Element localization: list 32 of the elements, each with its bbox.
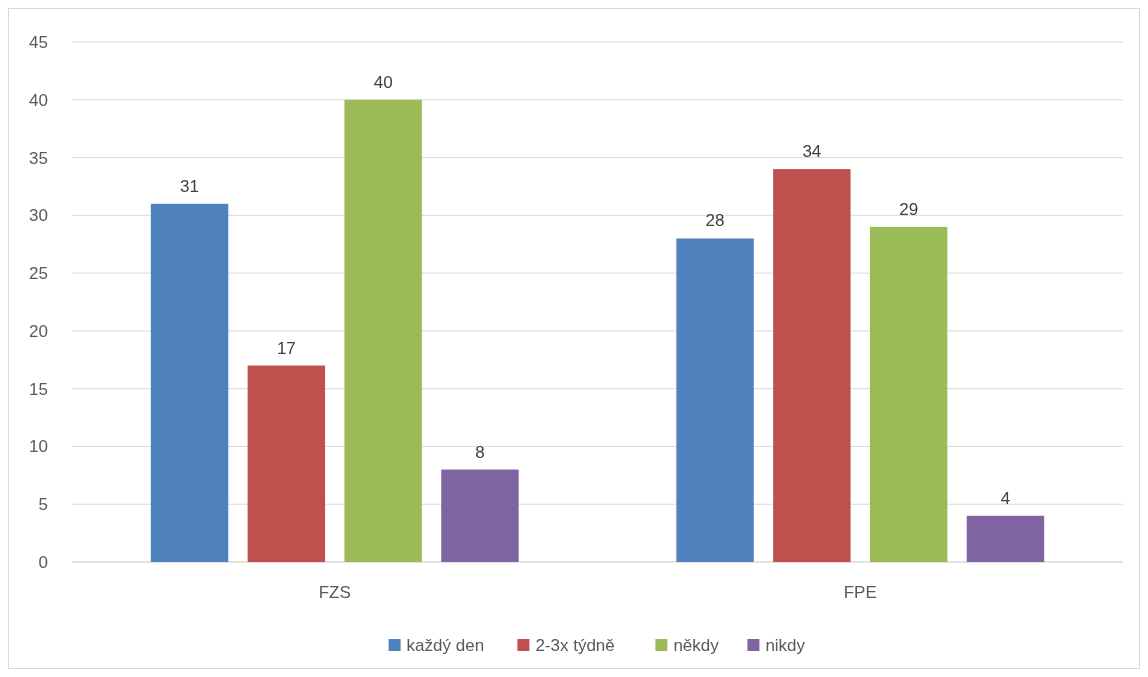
data-label: 34 xyxy=(802,142,822,162)
legend-label: někdy xyxy=(673,635,720,655)
y-tick-label: 35 xyxy=(29,148,48,168)
y-tick-label: 5 xyxy=(38,495,48,515)
bar xyxy=(966,515,1045,562)
bar xyxy=(676,238,754,562)
data-label: 29 xyxy=(899,199,919,219)
bar xyxy=(150,203,229,562)
y-tick-label: 0 xyxy=(38,552,48,572)
bar xyxy=(869,226,948,562)
x-tick-label: FPE xyxy=(843,582,877,602)
y-tick-label: 40 xyxy=(29,90,48,110)
y-tick-label: 20 xyxy=(29,321,48,341)
y-tick-label: 45 xyxy=(29,32,48,52)
legend-label: 2-3x týdně xyxy=(535,635,615,655)
y-tick-label: 15 xyxy=(29,379,48,399)
data-label: 17 xyxy=(276,338,296,358)
bar xyxy=(247,365,326,562)
y-tick-label: 25 xyxy=(29,264,48,284)
bar xyxy=(441,469,519,562)
x-tick-label: FZS xyxy=(318,582,351,602)
y-tick-label: 10 xyxy=(29,437,48,457)
bar xyxy=(344,99,422,562)
legend-label: každý den xyxy=(406,635,485,655)
bar xyxy=(773,169,851,562)
data-label: 28 xyxy=(705,211,725,231)
y-tick-label: 30 xyxy=(29,206,48,226)
data-label: 31 xyxy=(180,176,200,196)
data-label: 40 xyxy=(373,72,393,92)
data-label: 8 xyxy=(475,442,485,462)
legend-label: nikdy xyxy=(765,635,806,655)
data-label: 4 xyxy=(1000,488,1011,508)
